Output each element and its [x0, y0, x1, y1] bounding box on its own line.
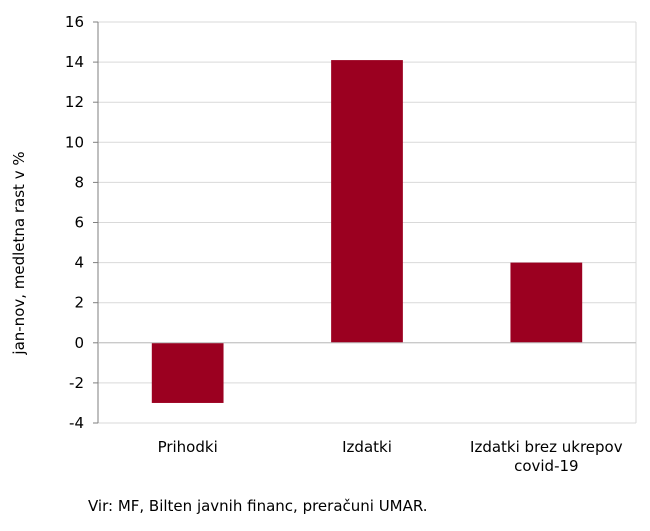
y-tick-label: 8 [74, 173, 84, 191]
y-tick-labels: -4 -2 0 2 4 6 8 10 12 14 16 [65, 13, 84, 432]
y-tick-label: -2 [69, 374, 84, 392]
y-tick-label: 10 [65, 133, 84, 151]
y-axis-label: jan-nov, medletna rast v % [10, 151, 28, 355]
category-label: Izdatki [342, 438, 392, 456]
y-tick-label: -4 [69, 414, 84, 432]
bar [151, 342, 224, 403]
bar [510, 262, 583, 343]
axes [93, 21, 636, 424]
category-labels: Prihodki Izdatki Izdatki brez ukrepovcovid… [158, 438, 623, 475]
y-tick-label: 4 [74, 254, 84, 272]
category-label: covid-19 [514, 457, 579, 475]
y-tick-label: 16 [65, 13, 84, 31]
y-tick-label: 14 [65, 53, 84, 71]
bars [151, 60, 583, 403]
bar [331, 60, 403, 343]
category-label: Izdatki brez ukrepov [470, 438, 623, 456]
category-label: Prihodki [158, 438, 218, 456]
source-note: Vir: MF, Bilten javnih financ, preračuni… [88, 497, 428, 515]
y-tick-label: 12 [65, 93, 84, 111]
y-tick-label: 2 [74, 294, 84, 312]
y-tick-label: 0 [74, 334, 84, 352]
y-tick-label: 6 [74, 214, 84, 232]
